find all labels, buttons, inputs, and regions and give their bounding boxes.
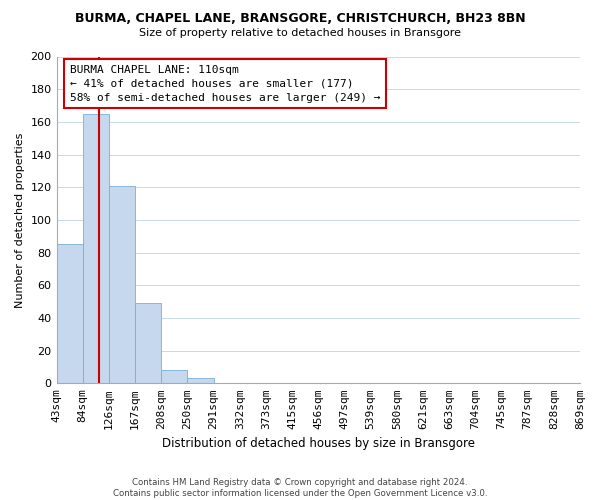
Text: Size of property relative to detached houses in Bransgore: Size of property relative to detached ho…: [139, 28, 461, 38]
Text: BURMA, CHAPEL LANE, BRANSGORE, CHRISTCHURCH, BH23 8BN: BURMA, CHAPEL LANE, BRANSGORE, CHRISTCHU…: [74, 12, 526, 26]
Bar: [109, 186, 135, 384]
Bar: [135, 303, 161, 384]
X-axis label: Distribution of detached houses by size in Bransgore: Distribution of detached houses by size …: [162, 437, 475, 450]
Text: Contains HM Land Registry data © Crown copyright and database right 2024.
Contai: Contains HM Land Registry data © Crown c…: [113, 478, 487, 498]
Bar: [56, 244, 83, 384]
Bar: [161, 370, 187, 384]
Y-axis label: Number of detached properties: Number of detached properties: [15, 132, 25, 308]
Bar: [83, 114, 109, 384]
Text: BURMA CHAPEL LANE: 110sqm
← 41% of detached houses are smaller (177)
58% of semi: BURMA CHAPEL LANE: 110sqm ← 41% of detac…: [70, 64, 380, 102]
Bar: [187, 378, 214, 384]
